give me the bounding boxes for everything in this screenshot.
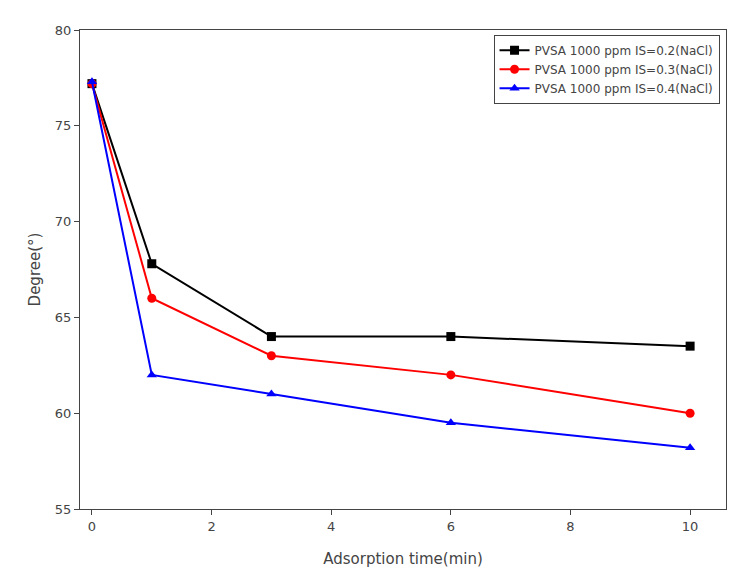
svg-text:70: 70: [55, 214, 72, 229]
svg-text:6: 6: [447, 519, 455, 534]
svg-text:0: 0: [88, 519, 96, 534]
svg-text:4: 4: [327, 519, 335, 534]
svg-text:75: 75: [55, 118, 72, 133]
svg-text:Degree(°): Degree(°): [26, 233, 44, 307]
svg-text:2: 2: [207, 519, 215, 534]
svg-text:PVSA 1000 ppm IS=0.2(NaCl): PVSA 1000 ppm IS=0.2(NaCl): [535, 44, 713, 58]
svg-text:PVSA 1000 ppm IS=0.3(NaCl): PVSA 1000 ppm IS=0.3(NaCl): [535, 63, 713, 77]
svg-text:65: 65: [55, 310, 72, 325]
svg-text:80: 80: [55, 23, 72, 38]
svg-text:55: 55: [55, 502, 72, 517]
svg-text:8: 8: [566, 519, 574, 534]
svg-text:60: 60: [55, 406, 72, 421]
svg-text:PVSA 1000 ppm IS=0.4(NaCl): PVSA 1000 ppm IS=0.4(NaCl): [535, 82, 713, 96]
svg-text:Adsorption time(min): Adsorption time(min): [323, 550, 483, 568]
svg-text:10: 10: [682, 519, 699, 534]
